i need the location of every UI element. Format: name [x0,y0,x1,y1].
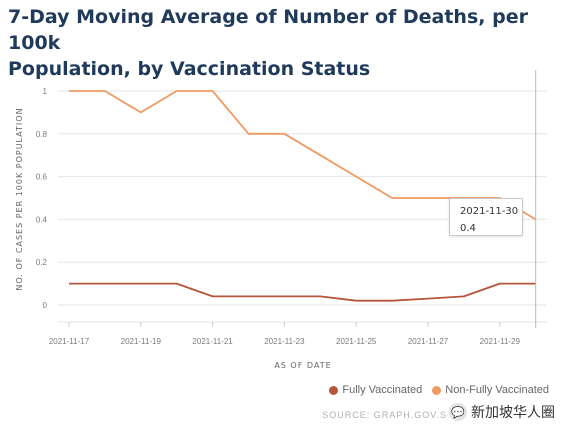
y-tick-labels: 0 0.2 0.4 0.6 0.8 1 [36,87,48,310]
legend: Fully Vaccinated Non-Fully Vaccinated [329,384,549,396]
y-tick-label: 0.6 [36,173,48,182]
chart-title-line-2: Population, by Vaccination Status [8,58,371,80]
x-tick-label: 2021-11-17 [49,337,90,346]
y-tick-label: 0 [43,301,48,310]
x-tick-label: 2021-11-23 [264,337,305,346]
x-tick-label: 2021-11-19 [121,337,162,346]
chat-bubble-icon: 💬 [449,403,467,421]
y-tick-label: 0.4 [36,215,48,224]
tooltip: 2021-11-30 0.4 [449,198,523,236]
legend-label-non-fully-vaccinated: Non-Fully Vaccinated [445,384,549,396]
y-tick-label: 1 [43,87,48,96]
tooltip-value: 0.4 [460,223,476,234]
x-tick-label: 2021-11-21 [192,337,233,346]
chart-title: 7-Day Moving Average of Number of Deaths… [8,4,558,82]
source-note: SOURCE: GRAPH.GOV.SG [322,410,455,420]
x-axis-title: AS OF DATE [274,361,331,370]
x-tick-label: 2021-11-27 [408,337,449,346]
legend-label-fully-vaccinated: Fully Vaccinated [342,384,423,396]
x-tick-label: 2021-11-29 [480,337,521,346]
legend-swatch-non-fully-vaccinated [432,385,442,395]
legend-item-non-fully-vaccinated[interactable]: Non-Fully Vaccinated [432,384,549,396]
y-axis-title: NO. OF CASES PER 100K POPULATION [15,107,24,290]
watermark-text: 新加坡华人圈 [471,405,555,421]
grid-lines [58,90,547,323]
watermark: 💬 新加坡华人圈 [447,402,557,422]
legend-item-fully-vaccinated[interactable]: Fully Vaccinated [329,384,422,396]
x-tick-labels: 2021-11-17 2021-11-19 2021-11-21 2021-11-23… [49,322,521,346]
legend-swatch-fully-vaccinated [329,385,339,395]
chart-title-line-1: 7-Day Moving Average of Number of Deaths… [8,6,528,54]
x-tick-label: 2021-11-25 [336,337,377,346]
tooltip-date: 2021-11-30 [460,206,519,217]
y-tick-label: 0.2 [36,258,48,267]
y-tick-label: 0.8 [36,130,48,139]
series-line-fully-vaccinated[interactable] [69,282,536,302]
series-lines[interactable] [69,90,537,302]
